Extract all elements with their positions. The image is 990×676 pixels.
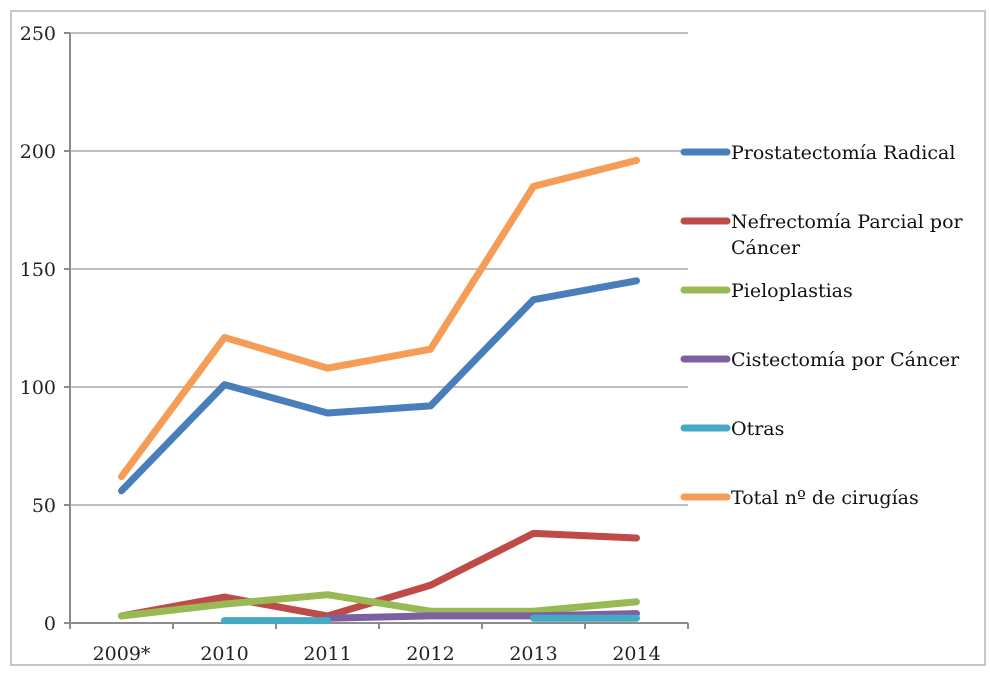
series-line <box>324 610 640 622</box>
x-tick-label: 2014 <box>612 643 660 665</box>
y-tick-label: 150 <box>20 259 56 281</box>
x-tick-label: 2009* <box>93 643 151 665</box>
series-lines <box>118 156 640 625</box>
legend-item: Total nº de cirugías <box>680 487 919 509</box>
series-line <box>118 277 640 495</box>
gridlines <box>70 32 688 506</box>
series-5 <box>118 156 640 481</box>
y-tick-label: 0 <box>44 613 56 635</box>
y-tick-label: 50 <box>32 495 56 517</box>
series-2 <box>118 591 640 620</box>
y-axis-ticks: 0 50 100 150 200 250 <box>20 23 70 635</box>
legend-label: Nefrectomía Parcial por Cáncer <box>731 211 964 259</box>
legend-item: Pieloplastias <box>680 280 853 302</box>
x-tick-label: 2012 <box>406 643 454 665</box>
legend-label: Total nº de cirugías <box>731 487 919 509</box>
series-line <box>118 591 640 620</box>
series-4 <box>221 614 640 625</box>
y-tick-label: 250 <box>20 23 56 45</box>
x-tick-label: 2010 <box>200 643 248 665</box>
legend-label: Otras <box>731 418 784 440</box>
series-0 <box>118 277 640 495</box>
legend: Prostatectomía Radical Nefrectomía Parcia… <box>680 142 964 509</box>
x-axis-ticks: 2009* 2010 2011 2012 2013 2014 <box>69 623 689 665</box>
y-tick-label: 200 <box>20 141 56 163</box>
x-tick-label: 2011 <box>303 643 351 665</box>
legend-item: Cistectomía por Cáncer <box>680 349 960 371</box>
x-tick-label: 2013 <box>509 643 557 665</box>
y-tick-label: 100 <box>20 377 56 399</box>
series-line <box>118 156 640 481</box>
legend-item: Prostatectomía Radical <box>680 142 955 164</box>
series-3 <box>324 610 640 622</box>
legend-label: Cistectomía por Cáncer <box>731 349 960 371</box>
legend-item: Otras <box>680 418 784 440</box>
legend-label: Prostatectomía Radical <box>731 142 955 164</box>
legend-label: Pieloplastias <box>731 280 853 302</box>
legend-item: Nefrectomía Parcial por Cáncer <box>680 211 964 259</box>
